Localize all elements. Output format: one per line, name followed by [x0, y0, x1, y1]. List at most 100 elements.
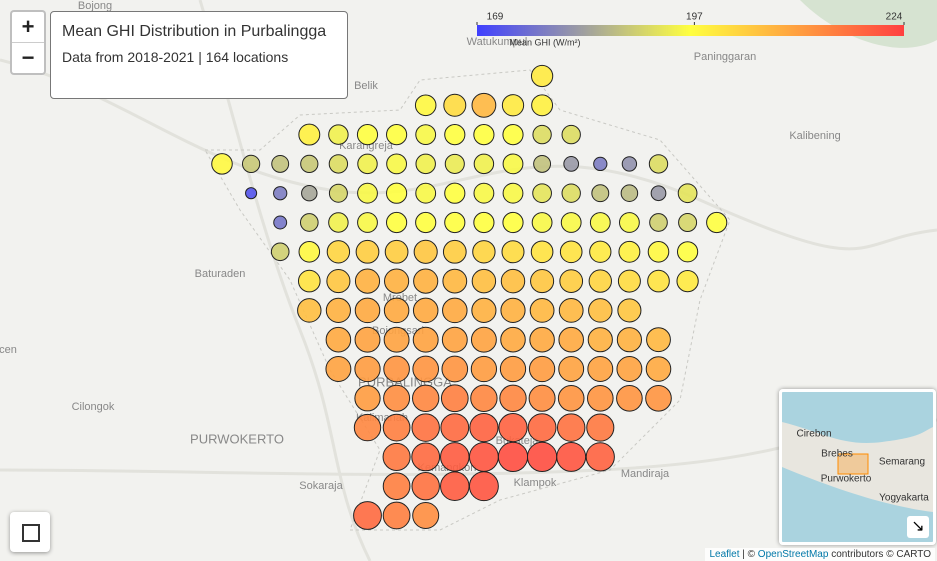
zoom-in[interactable]: +	[21, 14, 35, 39]
ghi-bubble	[440, 384, 469, 413]
ghi-bubble	[589, 212, 611, 233]
ghi-bubble	[328, 124, 349, 145]
place-label: Bojong	[78, 0, 112, 12]
osm-link[interactable]: OpenStreetMap	[757, 549, 829, 560]
ghi-bubble	[298, 123, 321, 146]
place-label: Belik	[354, 80, 378, 92]
ghi-bubble	[468, 441, 499, 472]
minimap-map: Cirebon Brebes Semarang Purwokerto Yogyakart…	[782, 392, 933, 542]
ghi-bubble	[383, 355, 410, 383]
ghi-bubble	[585, 442, 615, 472]
ghi-bubble	[328, 212, 349, 233]
ghi-bubble	[645, 384, 672, 412]
minimap-label: Cirebon	[796, 429, 831, 440]
ghi-bubble	[468, 471, 499, 502]
ghi-bubble	[557, 384, 585, 412]
ghi-bubble	[297, 298, 322, 323]
attr-sep: | ©	[742, 549, 756, 560]
ghi-bubble	[559, 240, 583, 264]
ghi-bubble	[501, 94, 525, 117]
road	[0, 58, 937, 251]
ghi-bubble	[649, 213, 668, 232]
ghi-bubble	[502, 211, 524, 234]
ghi-bubble	[412, 355, 440, 383]
ghi-bubble	[647, 269, 670, 293]
ghi-bubble	[413, 239, 438, 264]
ghi-bubble	[444, 211, 466, 234]
ghi-bubble	[586, 413, 615, 442]
ghi-bubble	[270, 242, 290, 262]
ghi-bubble	[498, 413, 528, 443]
ghi-bubble	[444, 182, 466, 204]
ghi-bubble	[470, 355, 498, 383]
subtitle: Data from 2018-2021 | 164 locations	[62, 49, 289, 65]
minimap-label: Semarang	[879, 457, 925, 468]
ghi-bubble	[532, 183, 552, 204]
ghi-bubble	[440, 413, 470, 443]
ghi-bubble	[502, 182, 524, 204]
ghi-bubble	[678, 213, 698, 232]
ghi-bubble	[677, 183, 698, 204]
ghi-bubble	[530, 240, 554, 264]
ghi-bubble	[470, 326, 497, 353]
ghi-bubble	[531, 94, 554, 117]
ghi-bubble	[561, 183, 581, 203]
ghi-bubble	[413, 268, 439, 294]
place-label: Mandiraja	[621, 468, 670, 480]
land	[782, 422, 933, 512]
ghi-bubble	[442, 297, 468, 324]
ghi-bubble	[382, 501, 411, 530]
ghi-bubble	[558, 356, 585, 382]
ghi-bubble	[529, 326, 555, 353]
ghi-bubble	[411, 413, 440, 442]
ghi-bubble	[473, 153, 495, 175]
ghi-bubble	[471, 268, 497, 294]
ghi-bubble	[299, 213, 319, 232]
leaflet-link[interactable]: Leaflet	[709, 549, 740, 560]
ghi-bubble	[300, 154, 319, 174]
info-box: Mean GHI Distribution in Purbalingga Dat…	[50, 11, 348, 99]
ghi-bubble	[591, 184, 610, 203]
ghi-bubble	[357, 153, 378, 175]
ghi-bubble	[386, 182, 408, 204]
ghi-bubble	[470, 384, 498, 412]
ghi-bubble	[497, 441, 529, 473]
minimap-label: Brebes	[821, 449, 853, 460]
colorbar-label: Mean GHI (W/m²)	[510, 37, 581, 47]
ghi-bubble	[469, 413, 499, 443]
ghi-bubble	[616, 327, 642, 353]
ghi-bubble	[500, 268, 526, 294]
ghi-bubble	[411, 471, 440, 501]
minimap-label: Yogyakarta	[879, 493, 929, 504]
ghi-bubble	[386, 124, 408, 146]
colorbar-tick-label: 169	[487, 12, 504, 23]
ghi-bubble	[356, 124, 379, 146]
place-label: Karangreja	[339, 140, 394, 152]
ghi-bubble	[556, 441, 587, 472]
ghi-bubble	[617, 298, 642, 323]
ghi-bubble	[473, 124, 495, 146]
ghi-bubble	[563, 156, 580, 172]
ghi-bubble	[677, 241, 699, 263]
ghi-bubble	[530, 269, 555, 294]
ghi-bubble	[326, 269, 351, 294]
ghi-bubble	[245, 187, 258, 200]
place-label: Watukumpul	[467, 36, 528, 48]
layer-button[interactable]	[10, 512, 50, 552]
ghi-bubble	[472, 240, 496, 264]
ghi-bubble	[645, 356, 672, 382]
ghi-bubble	[325, 297, 351, 323]
place-label: Baturaden	[195, 268, 246, 280]
ghi-bubble	[706, 211, 728, 234]
ghi-bubble	[529, 297, 555, 323]
ghi-bubble	[558, 297, 584, 323]
ghi-bubble	[383, 297, 410, 324]
zoom-out[interactable]: −	[12, 42, 44, 73]
ghi-bubble	[618, 240, 641, 263]
ghi-bubble	[297, 269, 321, 293]
place-label: Kalibening	[789, 130, 840, 142]
ghi-bubble	[383, 384, 411, 412]
minimap-toggle[interactable]: ↘	[907, 516, 929, 538]
ghi-bubble	[415, 153, 436, 175]
